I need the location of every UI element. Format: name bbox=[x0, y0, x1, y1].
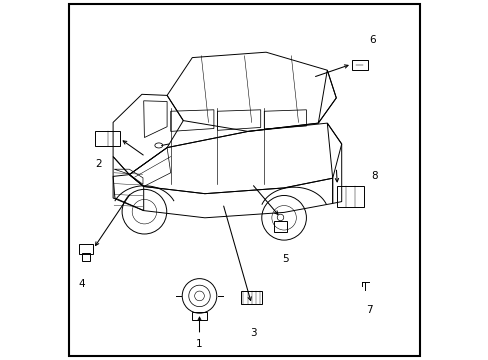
Text: 8: 8 bbox=[370, 171, 377, 181]
Text: 2: 2 bbox=[95, 159, 102, 169]
Bar bbox=[191, 312, 207, 320]
Text: 5: 5 bbox=[282, 254, 288, 264]
Text: 4: 4 bbox=[78, 279, 85, 289]
Text: 7: 7 bbox=[366, 305, 372, 315]
Bar bbox=[81, 253, 90, 261]
Text: 3: 3 bbox=[250, 328, 256, 338]
Bar bbox=[351, 60, 367, 70]
Bar bbox=[95, 131, 120, 146]
Text: 6: 6 bbox=[368, 35, 375, 45]
Bar bbox=[337, 186, 364, 207]
Bar bbox=[273, 221, 287, 232]
Bar bbox=[241, 291, 262, 304]
Text: 1: 1 bbox=[196, 339, 203, 349]
Bar bbox=[79, 244, 93, 254]
